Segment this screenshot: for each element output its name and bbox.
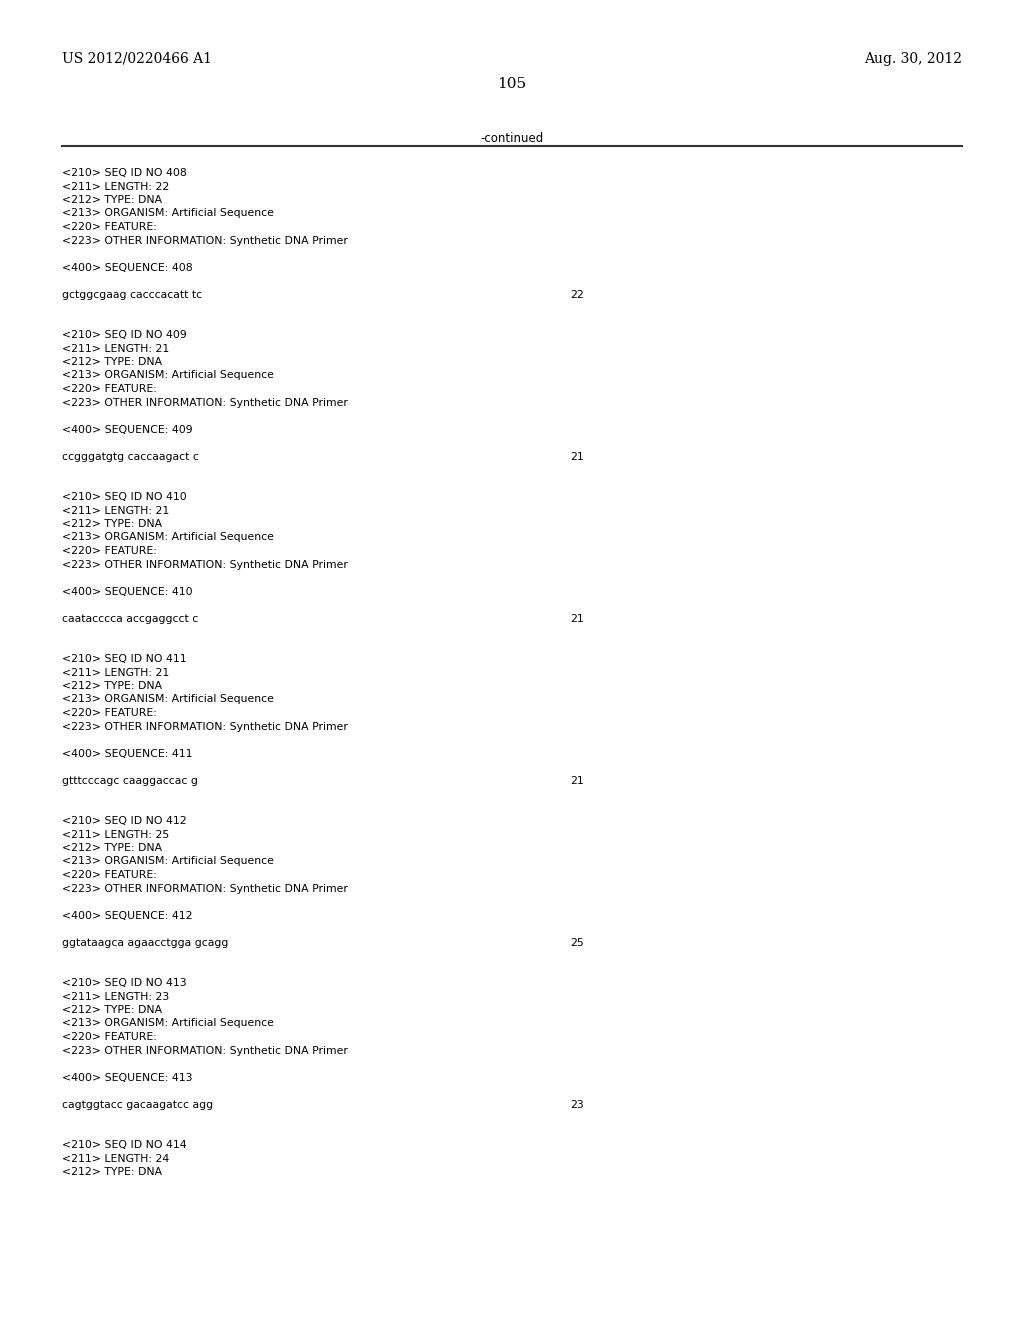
Text: <223> OTHER INFORMATION: Synthetic DNA Primer: <223> OTHER INFORMATION: Synthetic DNA P… bbox=[62, 722, 348, 731]
Text: <220> FEATURE:: <220> FEATURE: bbox=[62, 384, 157, 393]
Text: <213> ORGANISM: Artificial Sequence: <213> ORGANISM: Artificial Sequence bbox=[62, 209, 273, 219]
Text: <400> SEQUENCE: 410: <400> SEQUENCE: 410 bbox=[62, 586, 193, 597]
Text: <210> SEQ ID NO 412: <210> SEQ ID NO 412 bbox=[62, 816, 186, 826]
Text: -continued: -continued bbox=[480, 132, 544, 145]
Text: 22: 22 bbox=[570, 289, 584, 300]
Text: <400> SEQUENCE: 412: <400> SEQUENCE: 412 bbox=[62, 911, 193, 920]
Text: <212> TYPE: DNA: <212> TYPE: DNA bbox=[62, 519, 162, 529]
Text: <223> OTHER INFORMATION: Synthetic DNA Primer: <223> OTHER INFORMATION: Synthetic DNA P… bbox=[62, 397, 348, 408]
Text: <213> ORGANISM: Artificial Sequence: <213> ORGANISM: Artificial Sequence bbox=[62, 857, 273, 866]
Text: <220> FEATURE:: <220> FEATURE: bbox=[62, 546, 157, 556]
Text: <220> FEATURE:: <220> FEATURE: bbox=[62, 222, 157, 232]
Text: <212> TYPE: DNA: <212> TYPE: DNA bbox=[62, 1005, 162, 1015]
Text: <213> ORGANISM: Artificial Sequence: <213> ORGANISM: Artificial Sequence bbox=[62, 532, 273, 543]
Text: <400> SEQUENCE: 411: <400> SEQUENCE: 411 bbox=[62, 748, 193, 759]
Text: 21: 21 bbox=[570, 451, 584, 462]
Text: <223> OTHER INFORMATION: Synthetic DNA Primer: <223> OTHER INFORMATION: Synthetic DNA P… bbox=[62, 235, 348, 246]
Text: <210> SEQ ID NO 414: <210> SEQ ID NO 414 bbox=[62, 1140, 186, 1150]
Text: <220> FEATURE:: <220> FEATURE: bbox=[62, 708, 157, 718]
Text: <213> ORGANISM: Artificial Sequence: <213> ORGANISM: Artificial Sequence bbox=[62, 694, 273, 705]
Text: <210> SEQ ID NO 409: <210> SEQ ID NO 409 bbox=[62, 330, 186, 341]
Text: Aug. 30, 2012: Aug. 30, 2012 bbox=[864, 51, 962, 66]
Text: 23: 23 bbox=[570, 1100, 584, 1110]
Text: <211> LENGTH: 25: <211> LENGTH: 25 bbox=[62, 829, 169, 840]
Text: cagtggtacc gacaagatcc agg: cagtggtacc gacaagatcc agg bbox=[62, 1100, 213, 1110]
Text: <220> FEATURE:: <220> FEATURE: bbox=[62, 870, 157, 880]
Text: gtttcccagc caaggaccac g: gtttcccagc caaggaccac g bbox=[62, 776, 198, 785]
Text: <223> OTHER INFORMATION: Synthetic DNA Primer: <223> OTHER INFORMATION: Synthetic DNA P… bbox=[62, 883, 348, 894]
Text: <223> OTHER INFORMATION: Synthetic DNA Primer: <223> OTHER INFORMATION: Synthetic DNA P… bbox=[62, 1045, 348, 1056]
Text: gctggcgaag cacccacatt tc: gctggcgaag cacccacatt tc bbox=[62, 289, 202, 300]
Text: <213> ORGANISM: Artificial Sequence: <213> ORGANISM: Artificial Sequence bbox=[62, 371, 273, 380]
Text: 105: 105 bbox=[498, 77, 526, 91]
Text: <212> TYPE: DNA: <212> TYPE: DNA bbox=[62, 843, 162, 853]
Text: <210> SEQ ID NO 413: <210> SEQ ID NO 413 bbox=[62, 978, 186, 987]
Text: <212> TYPE: DNA: <212> TYPE: DNA bbox=[62, 1167, 162, 1177]
Text: caatacccca accgaggcct c: caatacccca accgaggcct c bbox=[62, 614, 199, 623]
Text: <212> TYPE: DNA: <212> TYPE: DNA bbox=[62, 356, 162, 367]
Text: ccgggatgtg caccaagact c: ccgggatgtg caccaagact c bbox=[62, 451, 199, 462]
Text: US 2012/0220466 A1: US 2012/0220466 A1 bbox=[62, 51, 212, 66]
Text: <210> SEQ ID NO 410: <210> SEQ ID NO 410 bbox=[62, 492, 186, 502]
Text: <400> SEQUENCE: 408: <400> SEQUENCE: 408 bbox=[62, 263, 193, 272]
Text: <211> LENGTH: 22: <211> LENGTH: 22 bbox=[62, 181, 169, 191]
Text: <212> TYPE: DNA: <212> TYPE: DNA bbox=[62, 195, 162, 205]
Text: <213> ORGANISM: Artificial Sequence: <213> ORGANISM: Artificial Sequence bbox=[62, 1019, 273, 1028]
Text: <211> LENGTH: 21: <211> LENGTH: 21 bbox=[62, 343, 169, 354]
Text: 21: 21 bbox=[570, 776, 584, 785]
Text: <210> SEQ ID NO 411: <210> SEQ ID NO 411 bbox=[62, 653, 186, 664]
Text: <400> SEQUENCE: 409: <400> SEQUENCE: 409 bbox=[62, 425, 193, 434]
Text: <211> LENGTH: 23: <211> LENGTH: 23 bbox=[62, 991, 169, 1002]
Text: <212> TYPE: DNA: <212> TYPE: DNA bbox=[62, 681, 162, 690]
Text: 25: 25 bbox=[570, 937, 584, 948]
Text: <223> OTHER INFORMATION: Synthetic DNA Primer: <223> OTHER INFORMATION: Synthetic DNA P… bbox=[62, 560, 348, 569]
Text: 21: 21 bbox=[570, 614, 584, 623]
Text: <400> SEQUENCE: 413: <400> SEQUENCE: 413 bbox=[62, 1072, 193, 1082]
Text: <211> LENGTH: 24: <211> LENGTH: 24 bbox=[62, 1154, 169, 1163]
Text: <210> SEQ ID NO 408: <210> SEQ ID NO 408 bbox=[62, 168, 186, 178]
Text: <211> LENGTH: 21: <211> LENGTH: 21 bbox=[62, 506, 169, 516]
Text: <220> FEATURE:: <220> FEATURE: bbox=[62, 1032, 157, 1041]
Text: <211> LENGTH: 21: <211> LENGTH: 21 bbox=[62, 668, 169, 677]
Text: ggtataagca agaacctgga gcagg: ggtataagca agaacctgga gcagg bbox=[62, 937, 228, 948]
